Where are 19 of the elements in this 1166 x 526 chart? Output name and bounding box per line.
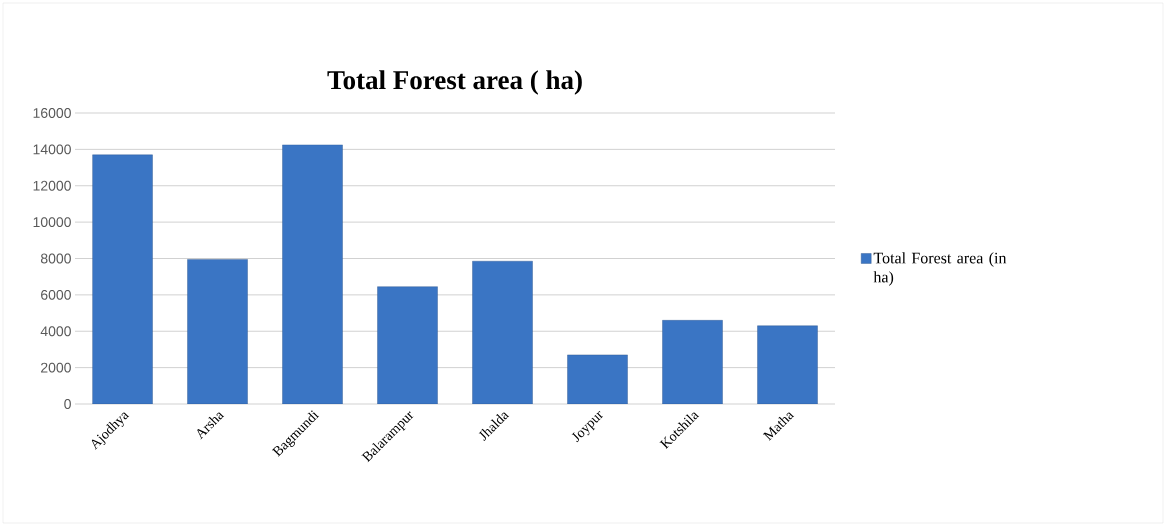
bar [92,154,153,404]
bar [472,261,533,404]
y-tick-label: 12000 [33,180,71,191]
y-tick-label: 14000 [33,144,71,155]
bar [282,144,343,404]
bar [377,286,438,404]
y-tick-label: 10000 [33,217,71,228]
y-tick-label: 2000 [41,362,71,373]
y-tick-label: 0 [64,399,71,409]
legend-label: Total Forest area (in ha) [873,252,1007,286]
y-tick-label: 6000 [41,289,71,300]
y-tick-label: 8000 [40,253,71,264]
bar [757,325,818,404]
bar [187,259,248,404]
y-tick-label: 4000 [40,326,71,337]
y-tick-label: 16000 [33,108,71,118]
bar [662,320,723,404]
bar [567,354,628,404]
chart-title: Total Forest area ( ha) [327,70,582,95]
